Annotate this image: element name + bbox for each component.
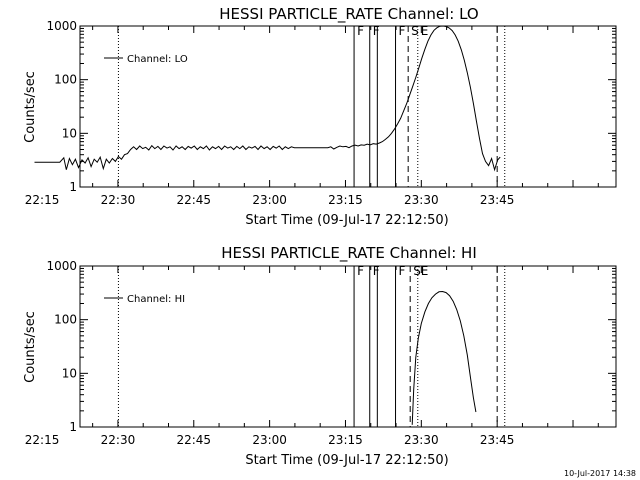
hi-x-tick-label: 22:15	[25, 433, 60, 447]
lo-x-tick-label: 23:45	[480, 193, 515, 207]
hi-marker-label: E	[421, 264, 429, 278]
hi-x-tick-label: 23:30	[404, 433, 439, 447]
hi-x-tick-label: 22:30	[101, 433, 136, 447]
hi-x-tick-label: 23:15	[328, 433, 363, 447]
lo-marker-label: F	[357, 24, 364, 38]
hi-y-axis-label: Counts/sec	[23, 311, 38, 383]
lo-legend-entry: Channel: LO	[127, 54, 188, 65]
lo-x-axis-label: Start Time (09-Jul-17 22:12:50)	[245, 213, 448, 228]
lo-x-tick-label: 23:00	[252, 193, 287, 207]
lo-x-tick-label: 22:30	[101, 193, 136, 207]
hi-y-tick-label: 1	[69, 420, 77, 434]
hi-y-tick-label: 1000	[46, 259, 77, 273]
lo-y-tick-label: 1	[69, 180, 77, 194]
hi-plot-frame	[79, 265, 617, 428]
hi-chart-title: HESSI PARTICLE_RATE Channel: HI	[221, 244, 477, 263]
lo-marker-label: F	[373, 24, 380, 38]
lo-x-tick-label: 23:15	[328, 193, 363, 207]
lo-y-tick-label: 10	[62, 126, 77, 140]
lo-x-tick-label: 22:45	[176, 193, 211, 207]
hi-channel-panel: HESSI PARTICLE_RATE Channel: HI Counts/s…	[23, 244, 617, 468]
hi-series-line	[411, 290, 477, 425]
lo-series-line	[34, 25, 501, 172]
lo-marker-label: S	[411, 24, 419, 38]
hi-x-axis-label: Start Time (09-Jul-17 22:12:50)	[245, 453, 448, 468]
lo-y-tick-label: 1000	[46, 19, 77, 33]
lo-marker-label: E	[421, 24, 429, 38]
hi-marker-label: S	[413, 264, 421, 278]
lo-plot-frame	[79, 25, 617, 188]
lo-x-tick-label: 23:30	[404, 193, 439, 207]
hi-marker-label: F	[357, 264, 364, 278]
hi-marker-label: F	[399, 264, 406, 278]
lo-chart-title: HESSI PARTICLE_RATE Channel: LO	[219, 5, 478, 24]
hi-marker-label: F	[373, 264, 380, 278]
hi-y-tick-label: 100	[54, 313, 77, 327]
lo-y-axis-label: Counts/sec	[23, 71, 38, 143]
hi-x-tick-label: 23:00	[252, 433, 287, 447]
hi-legend-entry: Channel: HI	[127, 294, 185, 305]
hi-y-tick-label: 10	[62, 366, 77, 380]
hi-x-tick-label: 22:45	[176, 433, 211, 447]
lo-marker-label: F	[399, 24, 406, 38]
lo-x-tick-label: 22:15	[25, 193, 60, 207]
lo-channel-panel: HESSI PARTICLE_RATE Channel: LO Counts/s…	[23, 5, 617, 228]
lo-y-tick-label: 100	[54, 73, 77, 87]
print-timestamp: 10-Jul-2017 14:38	[564, 469, 636, 478]
hi-x-tick-label: 23:45	[480, 433, 515, 447]
